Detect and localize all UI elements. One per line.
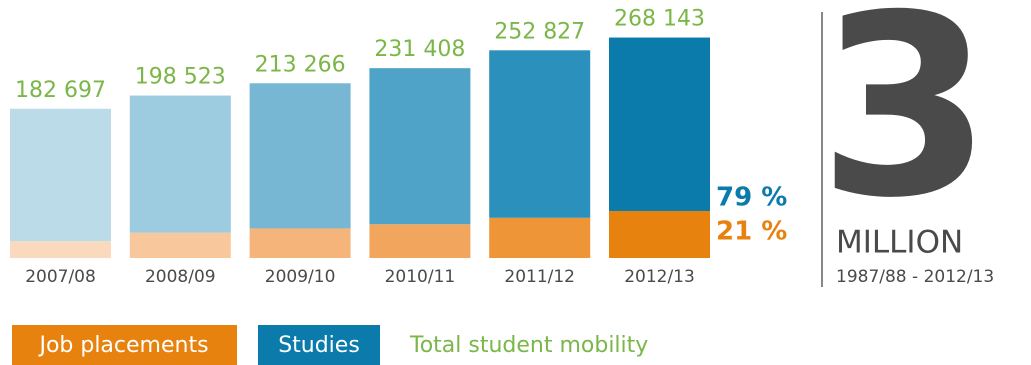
total-label: 213 266 — [255, 52, 346, 77]
headline-unit: MILLION — [836, 225, 963, 261]
total-label: 231 408 — [374, 37, 465, 62]
total-label: 198 523 — [135, 65, 226, 90]
x-tick-label: 2011/12 — [504, 267, 575, 287]
legend-swatch — [12, 325, 237, 365]
x-tick-label: 2012/13 — [624, 267, 695, 287]
x-tick-label: 2007/08 — [25, 267, 96, 287]
legend-label: Total student mobility — [409, 333, 648, 358]
x-tick-label: 2009/10 — [265, 267, 336, 287]
legend-label: Studies — [278, 333, 360, 358]
bar-segment — [489, 50, 591, 218]
bar-segment — [129, 95, 231, 233]
share-label: 21 % — [716, 217, 787, 247]
bar-segment — [129, 232, 231, 258]
bar-segment — [609, 210, 710, 258]
x-tick-label: 2008/09 — [145, 267, 216, 287]
bar-segment — [369, 68, 471, 225]
total-label: 268 143 — [614, 7, 705, 32]
headline-period: 1987/88 - 2012/13 — [836, 267, 994, 287]
bar-segment — [10, 108, 111, 242]
total-label: 252 827 — [494, 19, 585, 44]
share-label: 79 % — [716, 183, 787, 213]
bar-segment — [249, 83, 351, 229]
headline-number: 3 — [818, 0, 992, 252]
bar-segment — [249, 228, 351, 258]
bar-segment — [609, 37, 710, 211]
legend-label: Job placements — [37, 333, 208, 358]
total-label: 182 697 — [15, 78, 106, 103]
bar-segment — [369, 224, 471, 258]
x-tick-label: 2010/11 — [385, 267, 456, 287]
bar-segment — [10, 241, 111, 258]
legend-swatch — [258, 325, 380, 365]
bar-segment — [489, 217, 591, 258]
